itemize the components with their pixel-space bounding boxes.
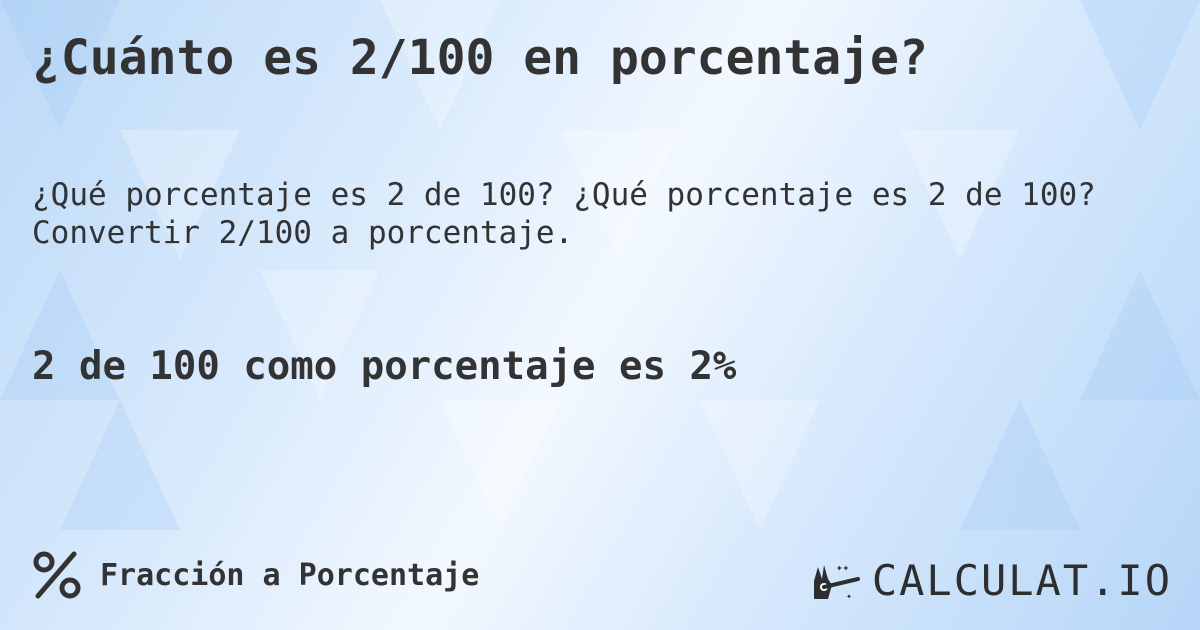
magic-hand-wand-icon: ✦✦ ✦ bbox=[813, 561, 860, 602]
svg-text:✦: ✦ bbox=[846, 591, 852, 602]
page-title: ¿Cuánto es 2/100 en porcentaje? bbox=[32, 30, 928, 86]
description: ¿Qué porcentaje es 2 de 100? ¿Qué porcen… bbox=[32, 177, 1096, 251]
result-text: 2 de 100 como porcentaje es 2% bbox=[32, 344, 737, 389]
category-link[interactable]: Fracción a Porcentaje bbox=[32, 550, 479, 600]
category-label: Fracción a Porcentaje bbox=[100, 557, 480, 593]
calculat-io-logo[interactable]: ✦✦ ✦ CALCULAT.IO bbox=[810, 556, 1172, 605]
percent-icon bbox=[33, 551, 81, 599]
svg-text:✦✦: ✦✦ bbox=[836, 561, 850, 574]
logo-text: CALCULAT.IO bbox=[871, 556, 1172, 605]
